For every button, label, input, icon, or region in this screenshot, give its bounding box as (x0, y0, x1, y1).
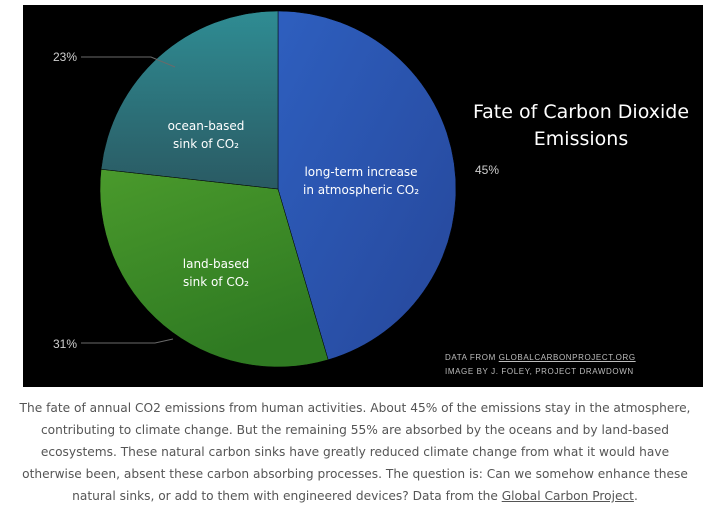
slice-label-atmosphere-line-1: long-term increase (304, 165, 418, 179)
slice-label-atmosphere-line-2: in atmospheric CO₂ (302, 183, 419, 197)
pie-slice-atmosphere (277, 10, 457, 361)
value-label-ocean: 23% (53, 50, 78, 64)
slice-label-land-line-1: land-based (182, 257, 250, 271)
chart-title-line-2: Emissions (533, 128, 629, 150)
caption-text: The fate of annual CO2 emissions from hu… (19, 401, 691, 503)
chart-title: Fate of Carbon Dioxide Emissions (461, 99, 701, 153)
data-credit-link[interactable]: GLOBALCARBONPROJECT.ORG (498, 353, 636, 362)
slice-label-ocean-line-1: ocean-based (167, 119, 245, 133)
pie-slice-land (99, 168, 329, 368)
slice-label-ocean: ocean-based sink of CO₂ (153, 117, 259, 153)
slice-label-atmosphere: long-term increase in atmospheric CO₂ (291, 163, 431, 199)
caption-link-global-carbon-project[interactable]: Global Carbon Project (501, 489, 634, 503)
chart-figure: Fate of Carbon Dioxide Emissions 23% 31%… (23, 5, 703, 387)
data-credit-prefix: DATA FROM (445, 353, 499, 362)
leader-line-ocean (81, 56, 176, 68)
slice-label-ocean-line-2: sink of CO₂ (173, 137, 239, 151)
chart-title-line-1: Fate of Carbon Dioxide (472, 101, 690, 123)
slice-label-land-line-2: sink of CO₂ (183, 275, 249, 289)
value-label-atmosphere: 45% (475, 163, 500, 177)
image-credit: IMAGE BY J. FOLEY, PROJECT DRAWDOWN (445, 367, 634, 376)
slice-label-land: land-based sink of CO₂ (163, 255, 269, 291)
caption-end: . (633, 489, 638, 503)
leader-line-land (81, 338, 174, 344)
figure-caption: The fate of annual CO2 emissions from hu… (0, 397, 710, 507)
data-credit: DATA FROM GLOBALCARBONPROJECT.ORG (445, 353, 636, 362)
pie-chart (81, 10, 457, 368)
pie-slice-ocean (100, 10, 279, 190)
value-label-land: 31% (53, 337, 78, 351)
